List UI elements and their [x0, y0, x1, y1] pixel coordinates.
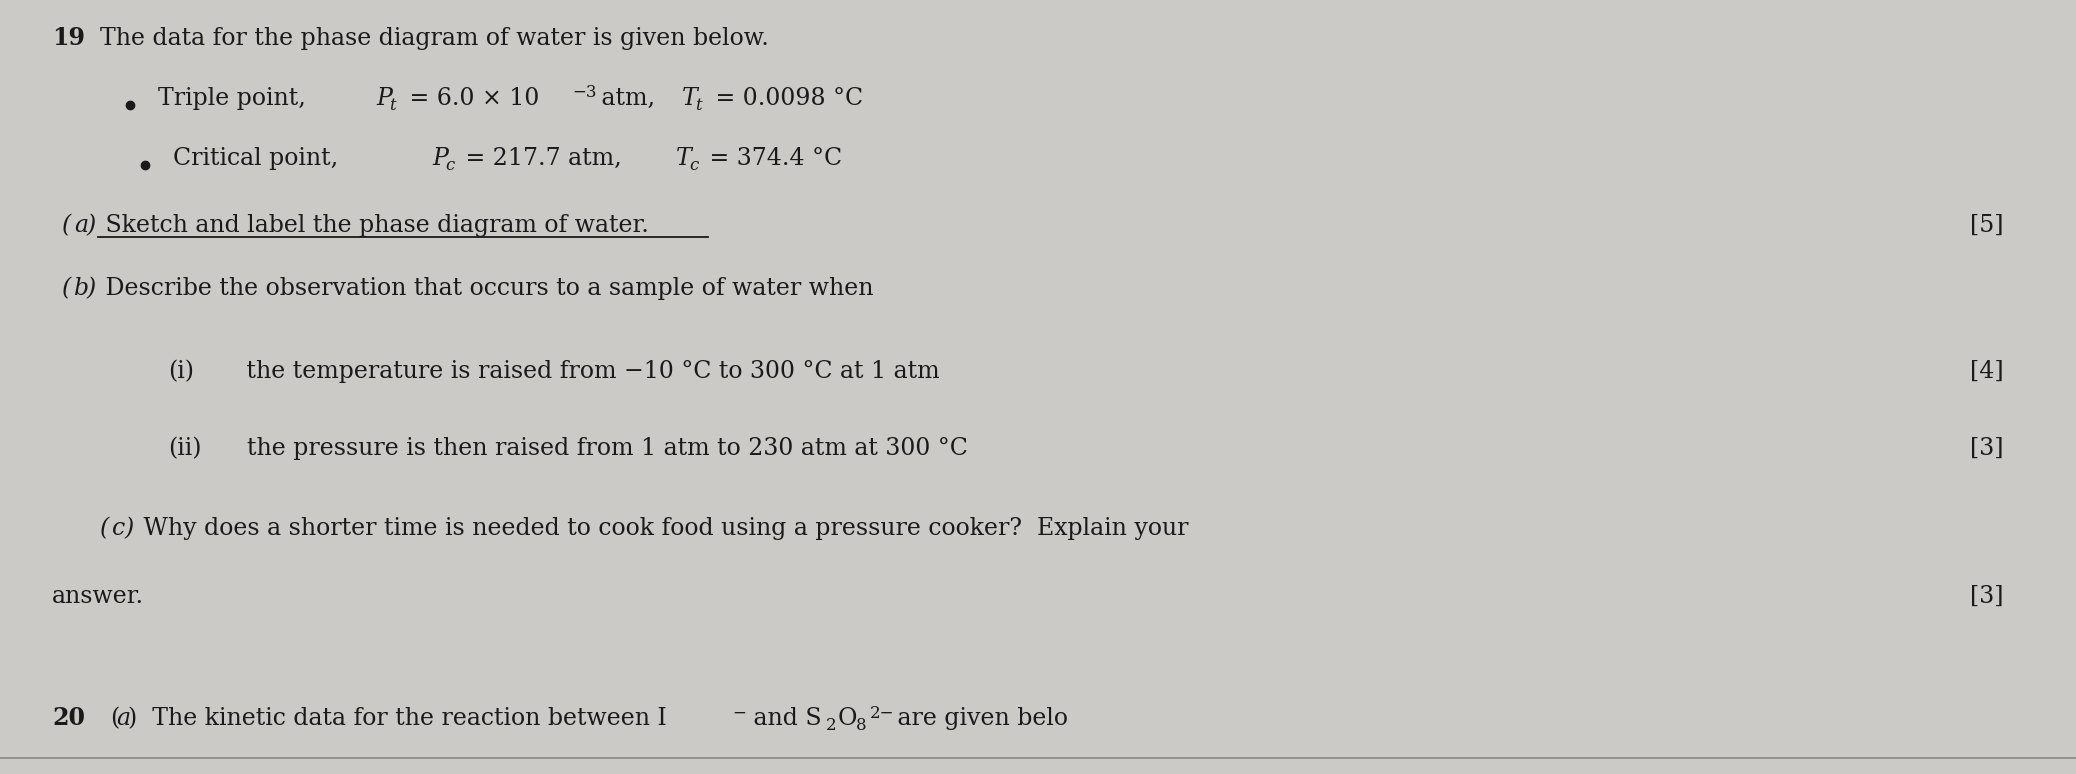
Text: (: ( — [62, 277, 71, 300]
Text: 19: 19 — [52, 26, 85, 50]
Text: b: b — [75, 277, 89, 300]
Text: Why does a shorter time is needed to cook food using a pressure cooker?  Explain: Why does a shorter time is needed to coo… — [137, 517, 1187, 540]
Text: ): ) — [125, 517, 133, 540]
Text: the pressure is then raised from 1 atm to 230 atm at 300 °C: the pressure is then raised from 1 atm t… — [233, 437, 967, 460]
Text: ): ) — [85, 277, 95, 300]
Text: the temperature is raised from −10 °C to 300 °C at 1 atm: the temperature is raised from −10 °C to… — [224, 360, 940, 383]
Text: [3]: [3] — [1970, 437, 2003, 460]
Text: t: t — [695, 97, 702, 114]
Text: 2−: 2− — [870, 705, 895, 722]
Text: = 374.4 °C: = 374.4 °C — [702, 147, 843, 170]
Text: Critical point,: Critical point, — [172, 147, 347, 170]
Text: [4]: [4] — [1970, 360, 2003, 383]
Text: a: a — [75, 214, 87, 237]
Text: c: c — [112, 517, 125, 540]
Text: (ii): (ii) — [168, 437, 201, 460]
Text: a: a — [116, 707, 131, 730]
Text: P: P — [376, 87, 392, 110]
Text: = 217.7 atm,: = 217.7 atm, — [459, 147, 629, 170]
Text: T: T — [677, 147, 691, 170]
Text: answer.: answer. — [52, 585, 143, 608]
Text: 20: 20 — [52, 706, 85, 730]
Text: T: T — [683, 87, 698, 110]
Text: and S: and S — [745, 707, 822, 730]
Text: )  The kinetic data for the reaction between I: ) The kinetic data for the reaction betw… — [129, 707, 666, 730]
Text: (: ( — [62, 214, 71, 237]
Text: P: P — [432, 147, 448, 170]
Text: [5]: [5] — [1970, 214, 2003, 237]
Text: atm,: atm, — [594, 87, 662, 110]
Text: are given belo: are given belo — [891, 707, 1067, 730]
Text: [3]: [3] — [1970, 585, 2003, 608]
Text: O: O — [839, 707, 857, 730]
Text: (: ( — [100, 517, 110, 540]
Text: The data for the phase diagram of water is given below.: The data for the phase diagram of water … — [100, 27, 768, 50]
Text: = 6.0 × 10: = 6.0 × 10 — [403, 87, 540, 110]
Text: (i): (i) — [168, 360, 193, 383]
Text: Triple point,: Triple point, — [158, 87, 313, 110]
Text: 8: 8 — [855, 717, 866, 734]
Text: −3: −3 — [573, 84, 596, 101]
Text: 2: 2 — [826, 717, 837, 734]
Text: Sketch and label the phase diagram of water.: Sketch and label the phase diagram of wa… — [98, 214, 650, 237]
Text: −: − — [733, 705, 745, 722]
Text: c: c — [689, 157, 698, 174]
Text: (: ( — [95, 707, 120, 730]
Text: t: t — [388, 97, 397, 114]
Text: c: c — [444, 157, 455, 174]
Text: = 0.0098 °C: = 0.0098 °C — [708, 87, 864, 110]
Text: Describe the observation that occurs to a sample of water when: Describe the observation that occurs to … — [98, 277, 874, 300]
Text: ): ) — [85, 214, 95, 237]
